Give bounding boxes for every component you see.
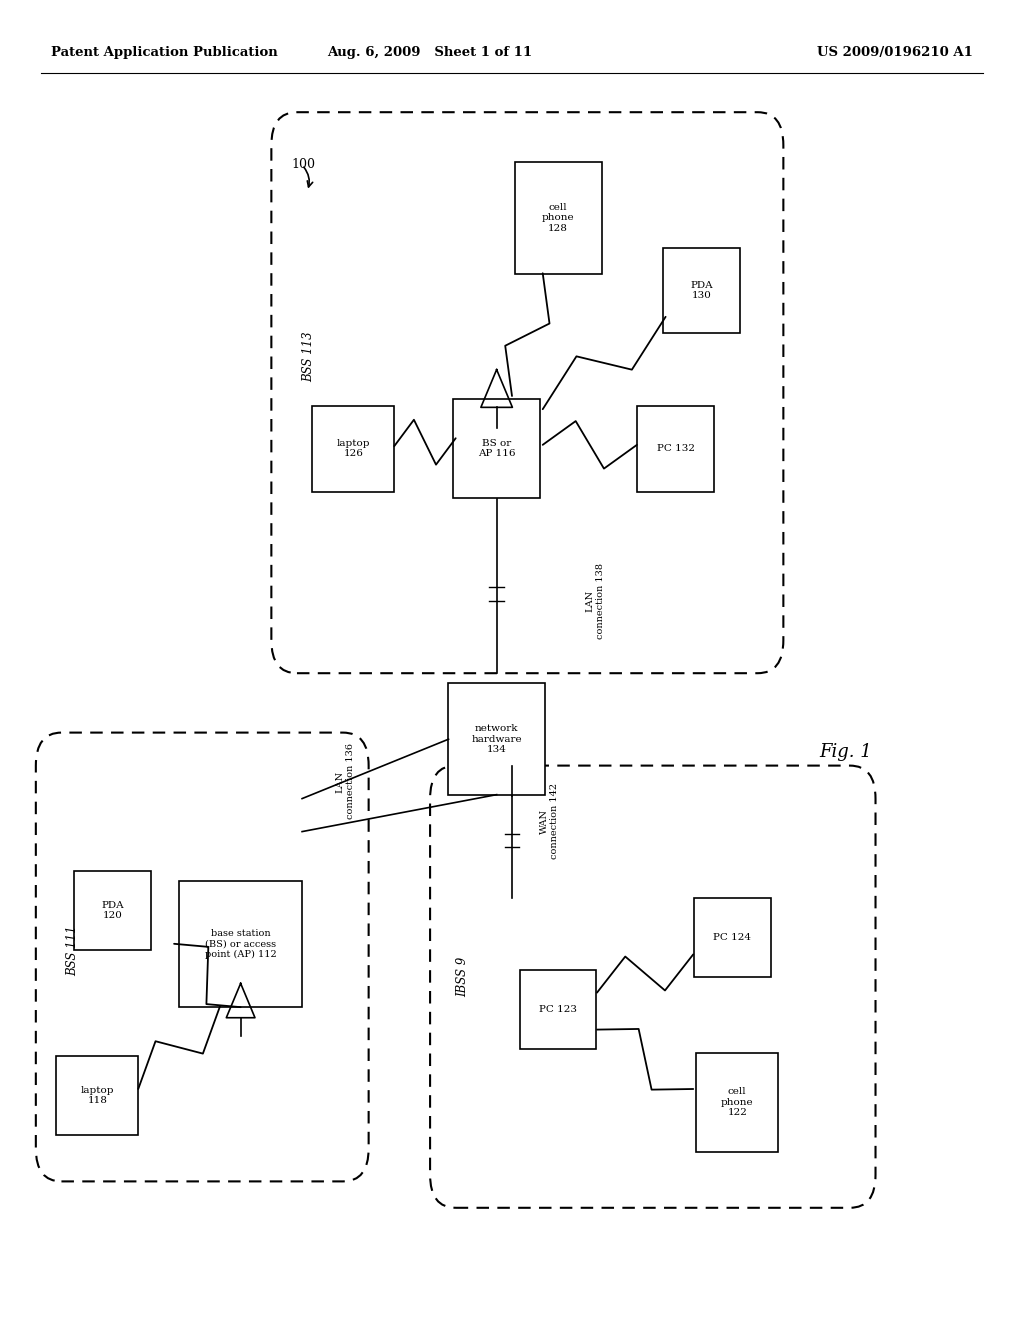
Text: PC 124: PC 124 — [713, 933, 752, 941]
Text: laptop
118: laptop 118 — [81, 1086, 114, 1105]
Text: base station
(BS) or access
point (AP) 112: base station (BS) or access point (AP) 1… — [205, 929, 276, 958]
FancyBboxPatch shape — [637, 405, 715, 491]
Text: BS or
AP 116: BS or AP 116 — [478, 440, 515, 458]
FancyBboxPatch shape — [449, 682, 545, 795]
Text: BSS 111: BSS 111 — [67, 925, 80, 975]
FancyBboxPatch shape — [696, 1053, 778, 1151]
Text: cell
phone
122: cell phone 122 — [721, 1088, 754, 1117]
FancyBboxPatch shape — [312, 405, 394, 491]
FancyBboxPatch shape — [694, 898, 770, 977]
Text: LAN
connection 138: LAN connection 138 — [586, 562, 605, 639]
FancyBboxPatch shape — [520, 970, 596, 1049]
FancyBboxPatch shape — [75, 871, 152, 950]
FancyBboxPatch shape — [453, 399, 541, 498]
Text: PC 132: PC 132 — [656, 445, 695, 453]
Text: LAN
connection 136: LAN connection 136 — [336, 743, 355, 820]
Text: BSS 113: BSS 113 — [302, 331, 315, 381]
Text: Fig. 1: Fig. 1 — [819, 743, 872, 762]
Text: PDA
130: PDA 130 — [690, 281, 713, 300]
Text: US 2009/0196210 A1: US 2009/0196210 A1 — [817, 46, 973, 59]
Text: 100: 100 — [292, 158, 315, 172]
Text: PC 123: PC 123 — [539, 1006, 578, 1014]
FancyBboxPatch shape — [664, 248, 739, 333]
Text: network
hardware
134: network hardware 134 — [471, 725, 522, 754]
Text: IBSS 9: IBSS 9 — [456, 957, 469, 997]
FancyBboxPatch shape — [515, 162, 602, 275]
Text: Aug. 6, 2009   Sheet 1 of 11: Aug. 6, 2009 Sheet 1 of 11 — [328, 46, 532, 59]
Text: laptop
126: laptop 126 — [337, 440, 370, 458]
Text: WAN
connection 142: WAN connection 142 — [540, 783, 559, 859]
Text: PDA
120: PDA 120 — [101, 902, 124, 920]
Text: cell
phone
128: cell phone 128 — [542, 203, 574, 232]
FancyBboxPatch shape — [179, 882, 302, 1006]
Text: Patent Application Publication: Patent Application Publication — [51, 46, 278, 59]
FancyBboxPatch shape — [56, 1056, 138, 1135]
